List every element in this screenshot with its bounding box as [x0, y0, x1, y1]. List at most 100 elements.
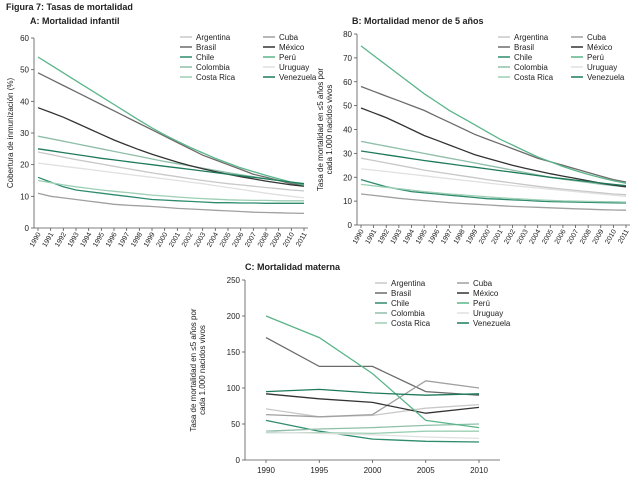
legend-label-argentina: Argentina: [514, 33, 549, 42]
x-tick-label: 1993: [390, 228, 404, 245]
x-tick-label: 2004: [529, 228, 543, 245]
x-tick-label: 1995: [415, 228, 429, 245]
x-tick-label: 1994: [80, 231, 94, 248]
x-tick-label: 2010: [282, 231, 296, 248]
y-tick-label: 50: [231, 420, 240, 429]
x-tick-label: 1996: [105, 231, 119, 248]
y-tick-label: 30: [20, 129, 29, 138]
legend-label-uruguay: Uruguay: [587, 63, 617, 72]
legend-label-brasil: Brasil: [196, 43, 216, 52]
series-line-brasil: [37, 72, 305, 186]
y-tick-label: 30: [343, 149, 352, 158]
legend-label-costa-rica: Costa Rica: [514, 73, 554, 82]
x-tick-label: 2009: [270, 231, 284, 248]
chart-C: C: Mortalidad materna 0 50 100 150 200 250 1990…: [189, 262, 511, 475]
x-tick-label: 1993: [67, 231, 81, 248]
x-tick-label: 1997: [118, 231, 132, 248]
legend-label-brasil: Brasil: [391, 289, 411, 298]
series-line-per-: [265, 315, 480, 429]
legend-label-argentina: Argentina: [391, 279, 426, 288]
x-tick-label: 2000: [364, 466, 382, 475]
x-tick-label: 2001: [491, 228, 505, 245]
legend-label-m-xico: México: [587, 43, 613, 52]
x-tick-label: 2011: [295, 231, 309, 248]
x-tick-label: 1996: [428, 228, 442, 245]
legend-label-uruguay: Uruguay: [279, 63, 309, 72]
x-tick-label: 2001: [168, 231, 182, 248]
y-tick-label: 80: [343, 30, 352, 39]
y-tick-label: 200: [227, 312, 241, 321]
legend-label-venezuela: Venezuela: [473, 319, 511, 328]
series-line-venezuela: [360, 150, 627, 187]
legend-label-costa-rica: Costa Rica: [196, 73, 236, 82]
series-line-costa-rica: [360, 183, 627, 203]
x-tick-label: 1995: [92, 231, 106, 248]
x-tick-label: 2011: [617, 228, 631, 245]
y-tick-label: 20: [343, 173, 352, 182]
series-line-colombia: [265, 423, 480, 432]
x-tick-label: 1992: [377, 228, 391, 245]
x-tick-label: 2006: [554, 228, 568, 245]
chart-B: B: Mortalidad menor de 5 años 0 10 20 30 40 50…: [316, 16, 631, 245]
y-tick-label: 0: [348, 221, 353, 230]
y-tick-label: 60: [343, 78, 352, 87]
series-line-chile: [360, 178, 627, 204]
x-tick-label: 1991: [364, 228, 378, 245]
x-tick-label: 2010: [604, 228, 618, 245]
series-line-per-: [37, 56, 305, 186]
series-line-colombia: [360, 140, 627, 188]
y-tick-label: 10: [20, 192, 29, 201]
x-tick-label: 2003: [516, 228, 530, 245]
y-axis-title: Cobertura de inmunización (%): [6, 78, 15, 189]
series-line-m-xico: [37, 107, 305, 187]
x-tick-label: 1997: [440, 228, 454, 245]
series-line-m-xico: [360, 107, 627, 188]
legend-label-colombia: Colombia: [391, 309, 425, 318]
x-tick-label: 1998: [130, 231, 144, 248]
series-line-uruguay: [265, 431, 480, 440]
series-line-uruguay: [37, 162, 305, 199]
x-tick-label: 2002: [181, 231, 195, 248]
x-tick-label: 2002: [503, 228, 517, 245]
series-line-venezuela: [37, 148, 305, 185]
series-line-argentina: [360, 157, 627, 196]
series-line-brasil: [360, 85, 627, 183]
series-line-per-: [360, 45, 627, 184]
y-tick-label: 70: [343, 54, 352, 63]
x-tick-label: 1994: [402, 228, 416, 245]
y-tick-label: 50: [20, 66, 29, 75]
x-tick-label: 1998: [453, 228, 467, 245]
legend-label-chile: Chile: [196, 53, 215, 62]
legend-label-colombia: Colombia: [514, 63, 548, 72]
x-tick-label: 2009: [592, 228, 606, 245]
legend-label-chile: Chile: [514, 53, 533, 62]
x-tick-label: 2000: [156, 231, 170, 248]
x-tick-label: 2008: [257, 231, 271, 248]
series-line-venezuela: [265, 388, 480, 396]
legend-label-uruguay: Uruguay: [473, 309, 503, 318]
legend-label-cuba: Cuba: [473, 279, 493, 288]
series-line-cuba: [37, 192, 305, 215]
x-tick-label: 2005: [541, 228, 555, 245]
legend-label-cuba: Cuba: [279, 33, 299, 42]
x-tick-label: 1999: [465, 228, 479, 245]
x-tick-label: 1990: [29, 231, 43, 248]
x-tick-label: 2005: [417, 466, 435, 475]
series-line-m-xico: [265, 393, 480, 414]
y-tick-label: 60: [20, 34, 29, 43]
x-tick-label: 1995: [310, 466, 328, 475]
y-tick-label: 0: [25, 224, 30, 233]
legend-label-m-xico: México: [279, 43, 305, 52]
x-tick-label: 1992: [54, 231, 68, 248]
y-tick-label: 0: [236, 456, 241, 465]
legend-label-chile: Chile: [391, 299, 410, 308]
x-tick-label: 1991: [42, 231, 56, 248]
y-axis-title: Tasa de mortalidad en ≤5 años porcada 1.…: [316, 68, 334, 191]
x-tick-label: 2006: [232, 231, 246, 248]
chart-title: A: Mortalidad infantil: [30, 16, 120, 26]
x-tick-label: 1990: [352, 228, 366, 245]
y-tick-label: 250: [227, 276, 241, 285]
y-tick-label: 50: [343, 102, 352, 111]
figure-title: Figura 7: Tasas de mortalidad: [6, 2, 133, 12]
